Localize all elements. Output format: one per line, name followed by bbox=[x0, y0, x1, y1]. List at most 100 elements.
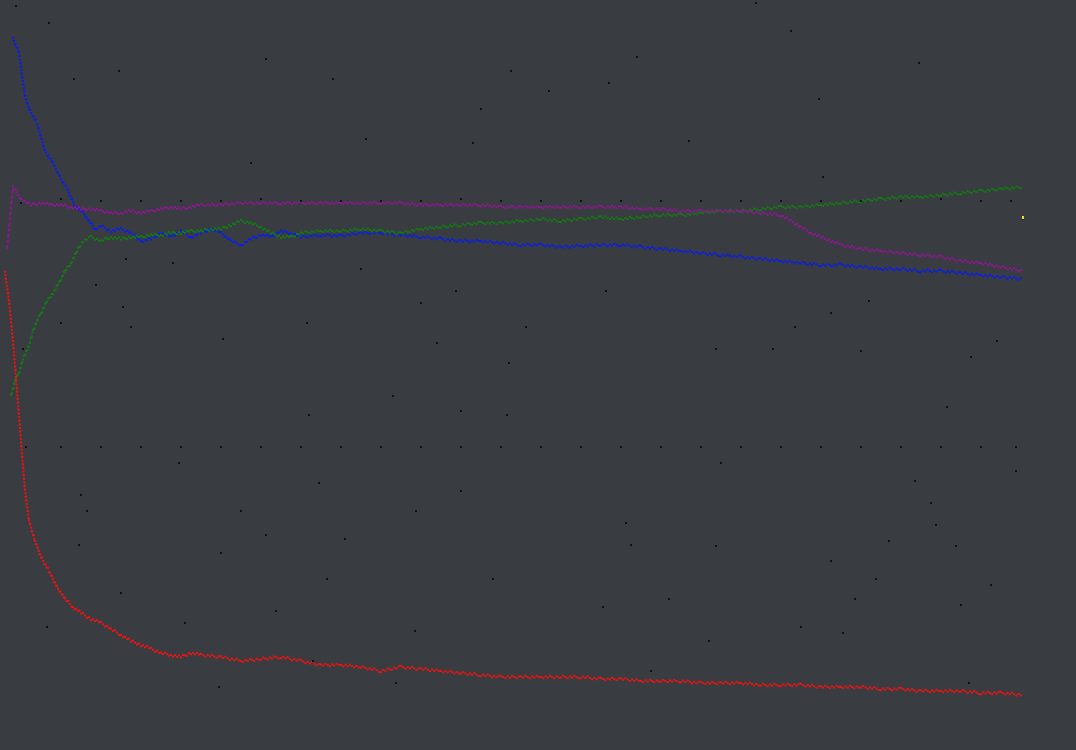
data-point bbox=[118, 228, 120, 231]
data-point bbox=[664, 214, 667, 217]
data-point bbox=[908, 252, 911, 255]
data-point bbox=[733, 254, 736, 257]
data-point bbox=[637, 207, 640, 210]
data-point bbox=[482, 222, 485, 224]
data-point bbox=[174, 654, 176, 657]
data-point bbox=[211, 653, 214, 656]
data-point bbox=[508, 206, 511, 209]
data-point bbox=[120, 592, 122, 594]
data-point bbox=[278, 234, 280, 237]
data-point bbox=[420, 446, 422, 448]
data-point bbox=[515, 219, 518, 222]
data-point bbox=[254, 236, 256, 239]
data-point bbox=[571, 244, 574, 247]
data-point bbox=[577, 207, 580, 210]
data-point bbox=[651, 215, 654, 218]
data-point bbox=[41, 141, 44, 144]
data-point bbox=[42, 560, 45, 562]
data-point bbox=[206, 654, 209, 657]
data-point bbox=[308, 232, 311, 235]
data-point bbox=[255, 201, 258, 204]
data-point bbox=[268, 229, 270, 232]
data-point bbox=[733, 682, 736, 685]
data-point bbox=[220, 552, 222, 554]
data-point bbox=[19, 366, 22, 369]
series-3 bbox=[4, 270, 1022, 697]
data-point bbox=[220, 228, 222, 231]
data-point bbox=[371, 231, 374, 234]
data-point bbox=[98, 239, 100, 242]
data-point bbox=[615, 216, 618, 219]
data-point bbox=[266, 234, 268, 236]
data-point bbox=[628, 215, 631, 218]
data-point bbox=[52, 161, 54, 164]
data-point bbox=[464, 204, 467, 206]
data-point bbox=[810, 232, 812, 234]
data-point bbox=[560, 245, 562, 248]
data-point bbox=[651, 245, 654, 248]
data-point bbox=[757, 257, 760, 260]
data-point bbox=[842, 200, 845, 203]
data-point bbox=[28, 201, 30, 204]
data-point bbox=[210, 228, 212, 230]
data-point bbox=[64, 184, 67, 187]
data-point bbox=[235, 201, 238, 204]
data-point bbox=[713, 210, 716, 212]
data-point bbox=[555, 246, 558, 249]
data-point bbox=[646, 216, 649, 219]
data-point bbox=[720, 681, 722, 684]
data-point bbox=[455, 671, 458, 673]
data-point bbox=[813, 685, 816, 688]
data-point bbox=[482, 241, 485, 244]
data-point bbox=[24, 495, 27, 498]
data-point bbox=[82, 612, 84, 614]
data-point bbox=[960, 604, 962, 606]
data-point bbox=[991, 693, 994, 696]
data-point bbox=[915, 253, 918, 256]
data-point bbox=[353, 227, 356, 230]
data-point bbox=[400, 231, 402, 234]
data-point bbox=[194, 231, 196, 234]
data-point bbox=[33, 327, 36, 330]
data-point bbox=[298, 233, 300, 236]
data-point bbox=[684, 210, 687, 213]
data-point bbox=[431, 238, 434, 241]
data-point bbox=[290, 234, 292, 237]
data-point bbox=[444, 669, 447, 672]
data-point bbox=[271, 202, 274, 205]
data-point bbox=[793, 683, 796, 686]
data-point bbox=[375, 230, 378, 233]
data-point bbox=[855, 266, 858, 269]
data-point bbox=[746, 211, 749, 214]
data-point bbox=[14, 369, 17, 372]
data-point bbox=[546, 244, 549, 247]
data-point bbox=[926, 268, 929, 271]
data-point bbox=[204, 228, 206, 230]
data-point bbox=[595, 206, 598, 209]
data-point bbox=[270, 234, 272, 237]
data-point bbox=[635, 206, 638, 209]
data-point bbox=[540, 242, 542, 245]
data-point bbox=[208, 229, 210, 232]
data-point bbox=[291, 659, 294, 662]
data-point bbox=[848, 200, 851, 203]
data-point bbox=[351, 665, 354, 668]
data-point bbox=[477, 675, 480, 677]
data-point bbox=[480, 675, 482, 678]
data-point bbox=[666, 212, 669, 215]
data-point bbox=[158, 209, 160, 211]
data-point bbox=[248, 200, 251, 203]
data-point bbox=[595, 243, 598, 246]
data-point bbox=[404, 667, 407, 670]
data-point bbox=[24, 353, 27, 356]
data-point bbox=[675, 214, 678, 217]
data-point bbox=[897, 195, 900, 198]
data-point bbox=[21, 459, 24, 462]
data-point bbox=[844, 685, 847, 688]
data-point bbox=[462, 671, 465, 673]
data-point bbox=[460, 672, 462, 675]
data-point bbox=[152, 234, 154, 237]
data-point bbox=[597, 204, 600, 207]
data-point bbox=[840, 242, 842, 245]
data-point bbox=[577, 677, 580, 680]
